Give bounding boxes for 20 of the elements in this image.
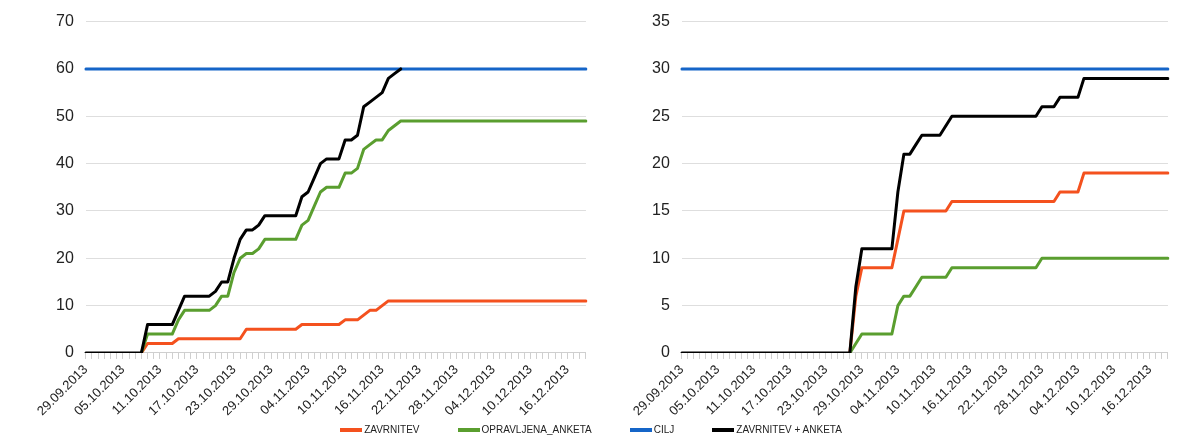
- y-tick-label: 60: [56, 59, 74, 77]
- y-tick-label: 20: [56, 248, 74, 266]
- y-tick-label: 5: [660, 296, 670, 314]
- legend-label: ZAVRNITEV + ANKETA: [736, 424, 842, 435]
- legend-label: ZAVRNITEV: [364, 424, 420, 435]
- y-tick-label: 25: [652, 106, 670, 124]
- y-tick-label: 10: [56, 296, 74, 314]
- y-tick-label: 15: [652, 201, 670, 219]
- y-tick-label: 50: [56, 106, 74, 124]
- y-tick-label: 70: [56, 12, 74, 30]
- y-tick-label: 40: [56, 154, 74, 172]
- y-tick-label: 30: [652, 59, 670, 77]
- legend-label: CILJ: [653, 424, 675, 435]
- y-tick-label: 0: [660, 343, 670, 361]
- y-tick-label: 30: [56, 201, 74, 219]
- y-tick-label: 0: [64, 343, 74, 361]
- y-tick-label: 35: [652, 12, 670, 30]
- y-tick-label: 10: [652, 248, 670, 266]
- y-tick-label: 20: [652, 154, 670, 172]
- legend-label: OPRAVLJENA_ANKETA: [481, 424, 592, 435]
